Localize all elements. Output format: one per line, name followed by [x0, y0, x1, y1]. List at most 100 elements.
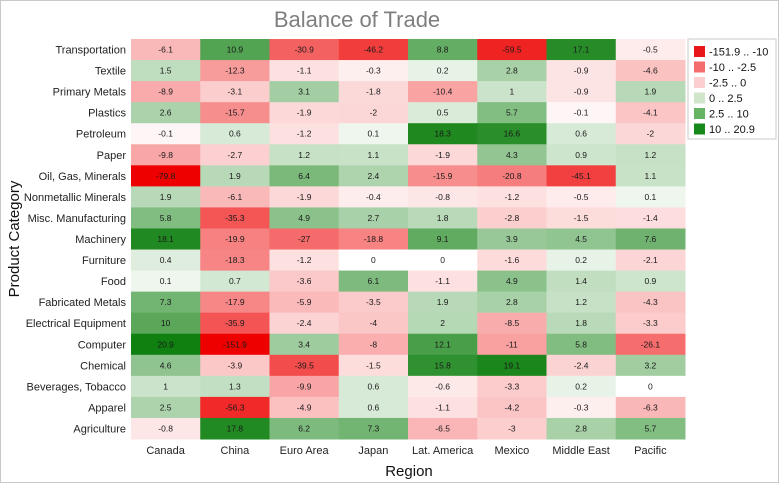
- cell-value-label: -1.8: [366, 87, 381, 97]
- cell-value-label: -26.1: [641, 339, 661, 349]
- cell-value-label: -39.5: [294, 360, 314, 370]
- cell-value-label: 10.9: [227, 45, 244, 55]
- heatmap-cell: [131, 207, 201, 229]
- heatmap-cell: [546, 186, 617, 208]
- heatmap-cell: [477, 81, 547, 103]
- cell-value-label: 0.9: [575, 150, 587, 160]
- heatmap-cell: [200, 375, 270, 398]
- heatmap-cell: [338, 291, 409, 314]
- heatmap-cell: [477, 60, 547, 82]
- cell-value-label: 0.7: [229, 276, 241, 286]
- cell-value-label: 1.3: [229, 381, 241, 391]
- cell-value-label: 1.8: [575, 318, 587, 328]
- cell-value-label: -6.1: [228, 192, 243, 202]
- heatmap-cell: [338, 186, 409, 208]
- cell-value-label: 0.9: [644, 276, 656, 286]
- cell-value-label: -4.3: [643, 297, 658, 307]
- legend-label: -10 .. -2.5: [709, 62, 756, 74]
- cell-value-label: 0: [648, 381, 653, 391]
- heatmap-cell: [477, 333, 547, 356]
- heatmap-cell: [408, 375, 478, 398]
- heatmap-cell: [269, 207, 340, 229]
- heatmap-cell: [200, 81, 270, 103]
- cell-value-label: -30.9: [294, 45, 314, 55]
- cell-value-label: -45.1: [571, 171, 591, 181]
- heatmap-cell: [546, 60, 617, 82]
- cell-value-label: -79.8: [156, 171, 176, 181]
- heatmap-cell: [615, 333, 686, 356]
- x-tick-label: Mexico: [494, 445, 529, 457]
- heatmap-cell: [200, 228, 270, 251]
- cell-value-label: -3: [508, 423, 516, 433]
- heatmap-cell: [338, 270, 409, 293]
- y-tick-label: Apparel: [88, 402, 126, 414]
- y-tick-label: Electrical Equipment: [26, 318, 126, 330]
- cell-value-label: -1.6: [505, 255, 520, 265]
- heatmap-cell: [269, 102, 340, 124]
- heatmap-cell: [338, 249, 409, 272]
- heatmap-cell: [546, 102, 617, 124]
- heatmap-cell: [477, 39, 547, 61]
- heatmap-cell: [615, 123, 686, 145]
- heatmap-cell: [131, 396, 201, 419]
- heatmap-cell: [131, 39, 201, 61]
- cell-value-label: -9.8: [158, 150, 173, 160]
- x-axis-title: Region: [385, 463, 433, 480]
- cell-value-label: -1.2: [297, 129, 312, 139]
- y-tick-label: Beverages, Tobacco: [27, 381, 126, 393]
- heatmap-cell: [408, 291, 478, 314]
- heatmap-cell: [269, 354, 340, 377]
- cell-value-label: 6.4: [298, 171, 310, 181]
- cell-value-label: 18.3: [434, 129, 451, 139]
- cell-value-label: 6.1: [367, 276, 379, 286]
- heatmap-cell: [408, 60, 478, 82]
- y-tick-label: Paper: [97, 150, 127, 162]
- y-tick-label: Food: [101, 276, 126, 288]
- cell-value-label: 5.8: [160, 213, 172, 223]
- heatmap-cell: [615, 81, 686, 103]
- heatmap-cell: [477, 354, 547, 377]
- heatmap-cell: [269, 60, 340, 82]
- cell-value-label: 0.6: [575, 129, 587, 139]
- cell-value-label: -8.5: [505, 318, 520, 328]
- heatmap-cell: [615, 249, 686, 272]
- heatmap-cell: [546, 39, 617, 61]
- legend: -151.9 .. -10 -10 .. -2.5 -2.5 .. 0 0 .. 2.…: [687, 38, 777, 140]
- cell-value-label: 4.5: [575, 234, 587, 244]
- legend-swatch: [694, 77, 705, 88]
- heatmap-cell: [131, 123, 201, 145]
- heatmap-cell: [408, 354, 478, 377]
- cell-value-label: 0: [440, 255, 445, 265]
- cell-value-label: -2.8: [505, 213, 520, 223]
- cell-value-label: -18.3: [225, 255, 245, 265]
- heatmap-cell: [408, 186, 478, 208]
- heatmap-cell: [477, 312, 547, 335]
- y-axis-title: Product Category: [6, 180, 23, 297]
- heatmap-cell: [408, 249, 478, 272]
- legend-label: 10 .. 20.9: [709, 124, 755, 136]
- cell-value-label: 1.4: [575, 276, 587, 286]
- cell-value-label: 0.6: [367, 402, 379, 412]
- cell-value-label: 7.3: [367, 423, 379, 433]
- heatmap-cell: [477, 102, 547, 124]
- heatmap-cell: [615, 396, 686, 419]
- cell-value-label: -59.5: [502, 45, 522, 55]
- cell-value-label: 10: [161, 318, 171, 328]
- heatmap-cell: [408, 39, 478, 61]
- heatmap-cell: [338, 375, 409, 398]
- heatmap-cell: [269, 81, 340, 103]
- heatmap-cell: [546, 228, 617, 251]
- cell-value-label: -3.3: [643, 318, 658, 328]
- cell-value-label: -0.3: [574, 402, 589, 412]
- x-tick-label: Canada: [146, 445, 185, 457]
- cell-value-label: -46.2: [364, 45, 384, 55]
- cell-value-label: -8: [370, 339, 378, 349]
- y-tick-label: Chemical: [80, 360, 126, 372]
- cell-value-label: 1.9: [229, 171, 241, 181]
- cell-value-label: 8.8: [437, 45, 449, 55]
- cell-value-label: -1.5: [574, 213, 589, 223]
- cell-value-label: -4: [370, 318, 378, 328]
- cell-value-label: -0.8: [158, 423, 173, 433]
- heatmap-cell: [615, 165, 686, 187]
- heatmap-cell: [546, 270, 617, 293]
